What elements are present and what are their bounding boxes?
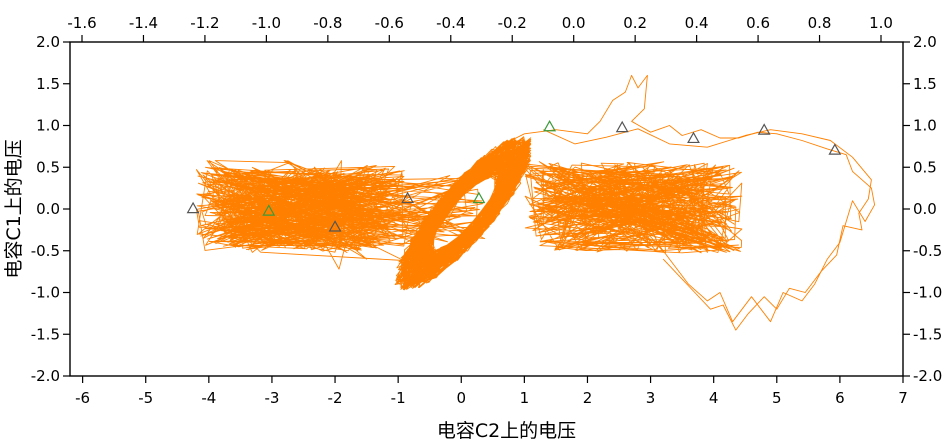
x-top-tick-label: -0.8	[313, 14, 342, 32]
y-right-tick-label: -1.5	[913, 325, 942, 343]
y-right-tick-label: 1.0	[913, 117, 937, 135]
x-tick-label: 3	[646, 389, 656, 407]
x-top-tick-label: 0.6	[746, 14, 770, 32]
x-tick-label: 0	[456, 389, 466, 407]
y-right-tick-label: 0.0	[913, 200, 937, 218]
x-tick-label: -1	[391, 389, 406, 407]
x-tick-label: 7	[898, 389, 908, 407]
x-top-tick-label: -0.6	[375, 14, 404, 32]
triangle-marker	[401, 191, 415, 204]
y-right-tick-label: -1.0	[913, 284, 942, 302]
triangle-marker	[186, 201, 200, 214]
x-top-tick-label: -1.4	[129, 14, 158, 32]
x-top-tick-label: 1.0	[869, 14, 893, 32]
x-tick-label: 5	[772, 389, 782, 407]
x-tick-label: 1	[520, 389, 530, 407]
y-right-tick-label: -2.0	[913, 367, 942, 385]
x-top-tick-label: 0.4	[685, 14, 709, 32]
y-right-tick-label: -0.5	[913, 242, 942, 260]
triangle-marker	[328, 220, 342, 232]
trajectory-right-band	[524, 161, 743, 254]
trajectory-outer-excursion	[498, 74, 876, 323]
y-tick-label: -0.5	[31, 242, 60, 260]
x-top-tick-label: 0.0	[562, 14, 586, 32]
x-tick-label: -4	[201, 389, 216, 407]
y-tick-label: 1.5	[36, 75, 60, 93]
x-tick-label: 2	[583, 389, 593, 407]
y-right-tick-label: 1.5	[913, 75, 937, 93]
y-axis-left: 2.0 1.5 1.0 0.5 0.0 -0.5 -1.0 -1.5 -2.0	[31, 33, 70, 385]
triangle-marker	[543, 119, 557, 132]
y-tick-label: 0.0	[36, 200, 60, 218]
x-tick-label: 6	[835, 389, 845, 407]
triangle-marker	[262, 204, 276, 216]
x-top-tick-label: -1.0	[252, 14, 281, 32]
x-tick-label: -3	[264, 389, 279, 407]
marker-layer	[186, 119, 842, 232]
y-tick-label: 2.0	[36, 33, 60, 51]
y-tick-label: -1.0	[31, 284, 60, 302]
x-top-tick-label: 0.2	[623, 14, 647, 32]
x-axis-top: -1.6 -1.4 -1.2 -1.0 -0.8 -0.6 -0.4 -0.2 0.0 0.2 0.…	[67, 14, 893, 42]
x-top-tick-label: -0.4	[436, 14, 465, 32]
x-top-tick-label: 0.8	[808, 14, 832, 32]
x-axis-bottom: -6 -5 -4 -3 -2 -1 0 1 2 3 4 5 6 7	[75, 376, 908, 407]
x-top-tick-label: -1.6	[67, 14, 96, 32]
y-tick-label: -2.0	[31, 367, 60, 385]
triangle-marker	[687, 131, 700, 144]
y-right-tick-label: 2.0	[913, 33, 937, 51]
y-right-tick-label: 0.5	[913, 158, 937, 176]
y-axis-right: 2.0 1.5 1.0 0.5 0.0 -0.5 -1.0 -1.5 -2.0	[903, 33, 942, 385]
trajectory-outer-excursion-2	[543, 128, 872, 331]
x-tick-label: -2	[328, 389, 343, 407]
x-tick-label: 4	[709, 389, 719, 407]
y-tick-label: -1.5	[31, 325, 60, 343]
y-axis-label: 电容C1上的电压	[3, 139, 25, 278]
x-tick-label: -5	[138, 389, 153, 407]
triangle-marker	[828, 143, 842, 155]
attractor-trajectory	[195, 74, 876, 331]
x-top-tick-label: -0.2	[498, 14, 527, 32]
x-axis-label: 电容C2上的电压	[437, 420, 576, 442]
triangle-marker	[615, 120, 629, 133]
y-tick-label: 0.5	[36, 158, 60, 176]
y-tick-label: 1.0	[36, 117, 60, 135]
triangle-marker	[757, 123, 771, 135]
triangle-marker	[472, 191, 486, 204]
x-tick-label: -6	[75, 389, 90, 407]
x-top-tick-label: -1.2	[190, 14, 219, 32]
